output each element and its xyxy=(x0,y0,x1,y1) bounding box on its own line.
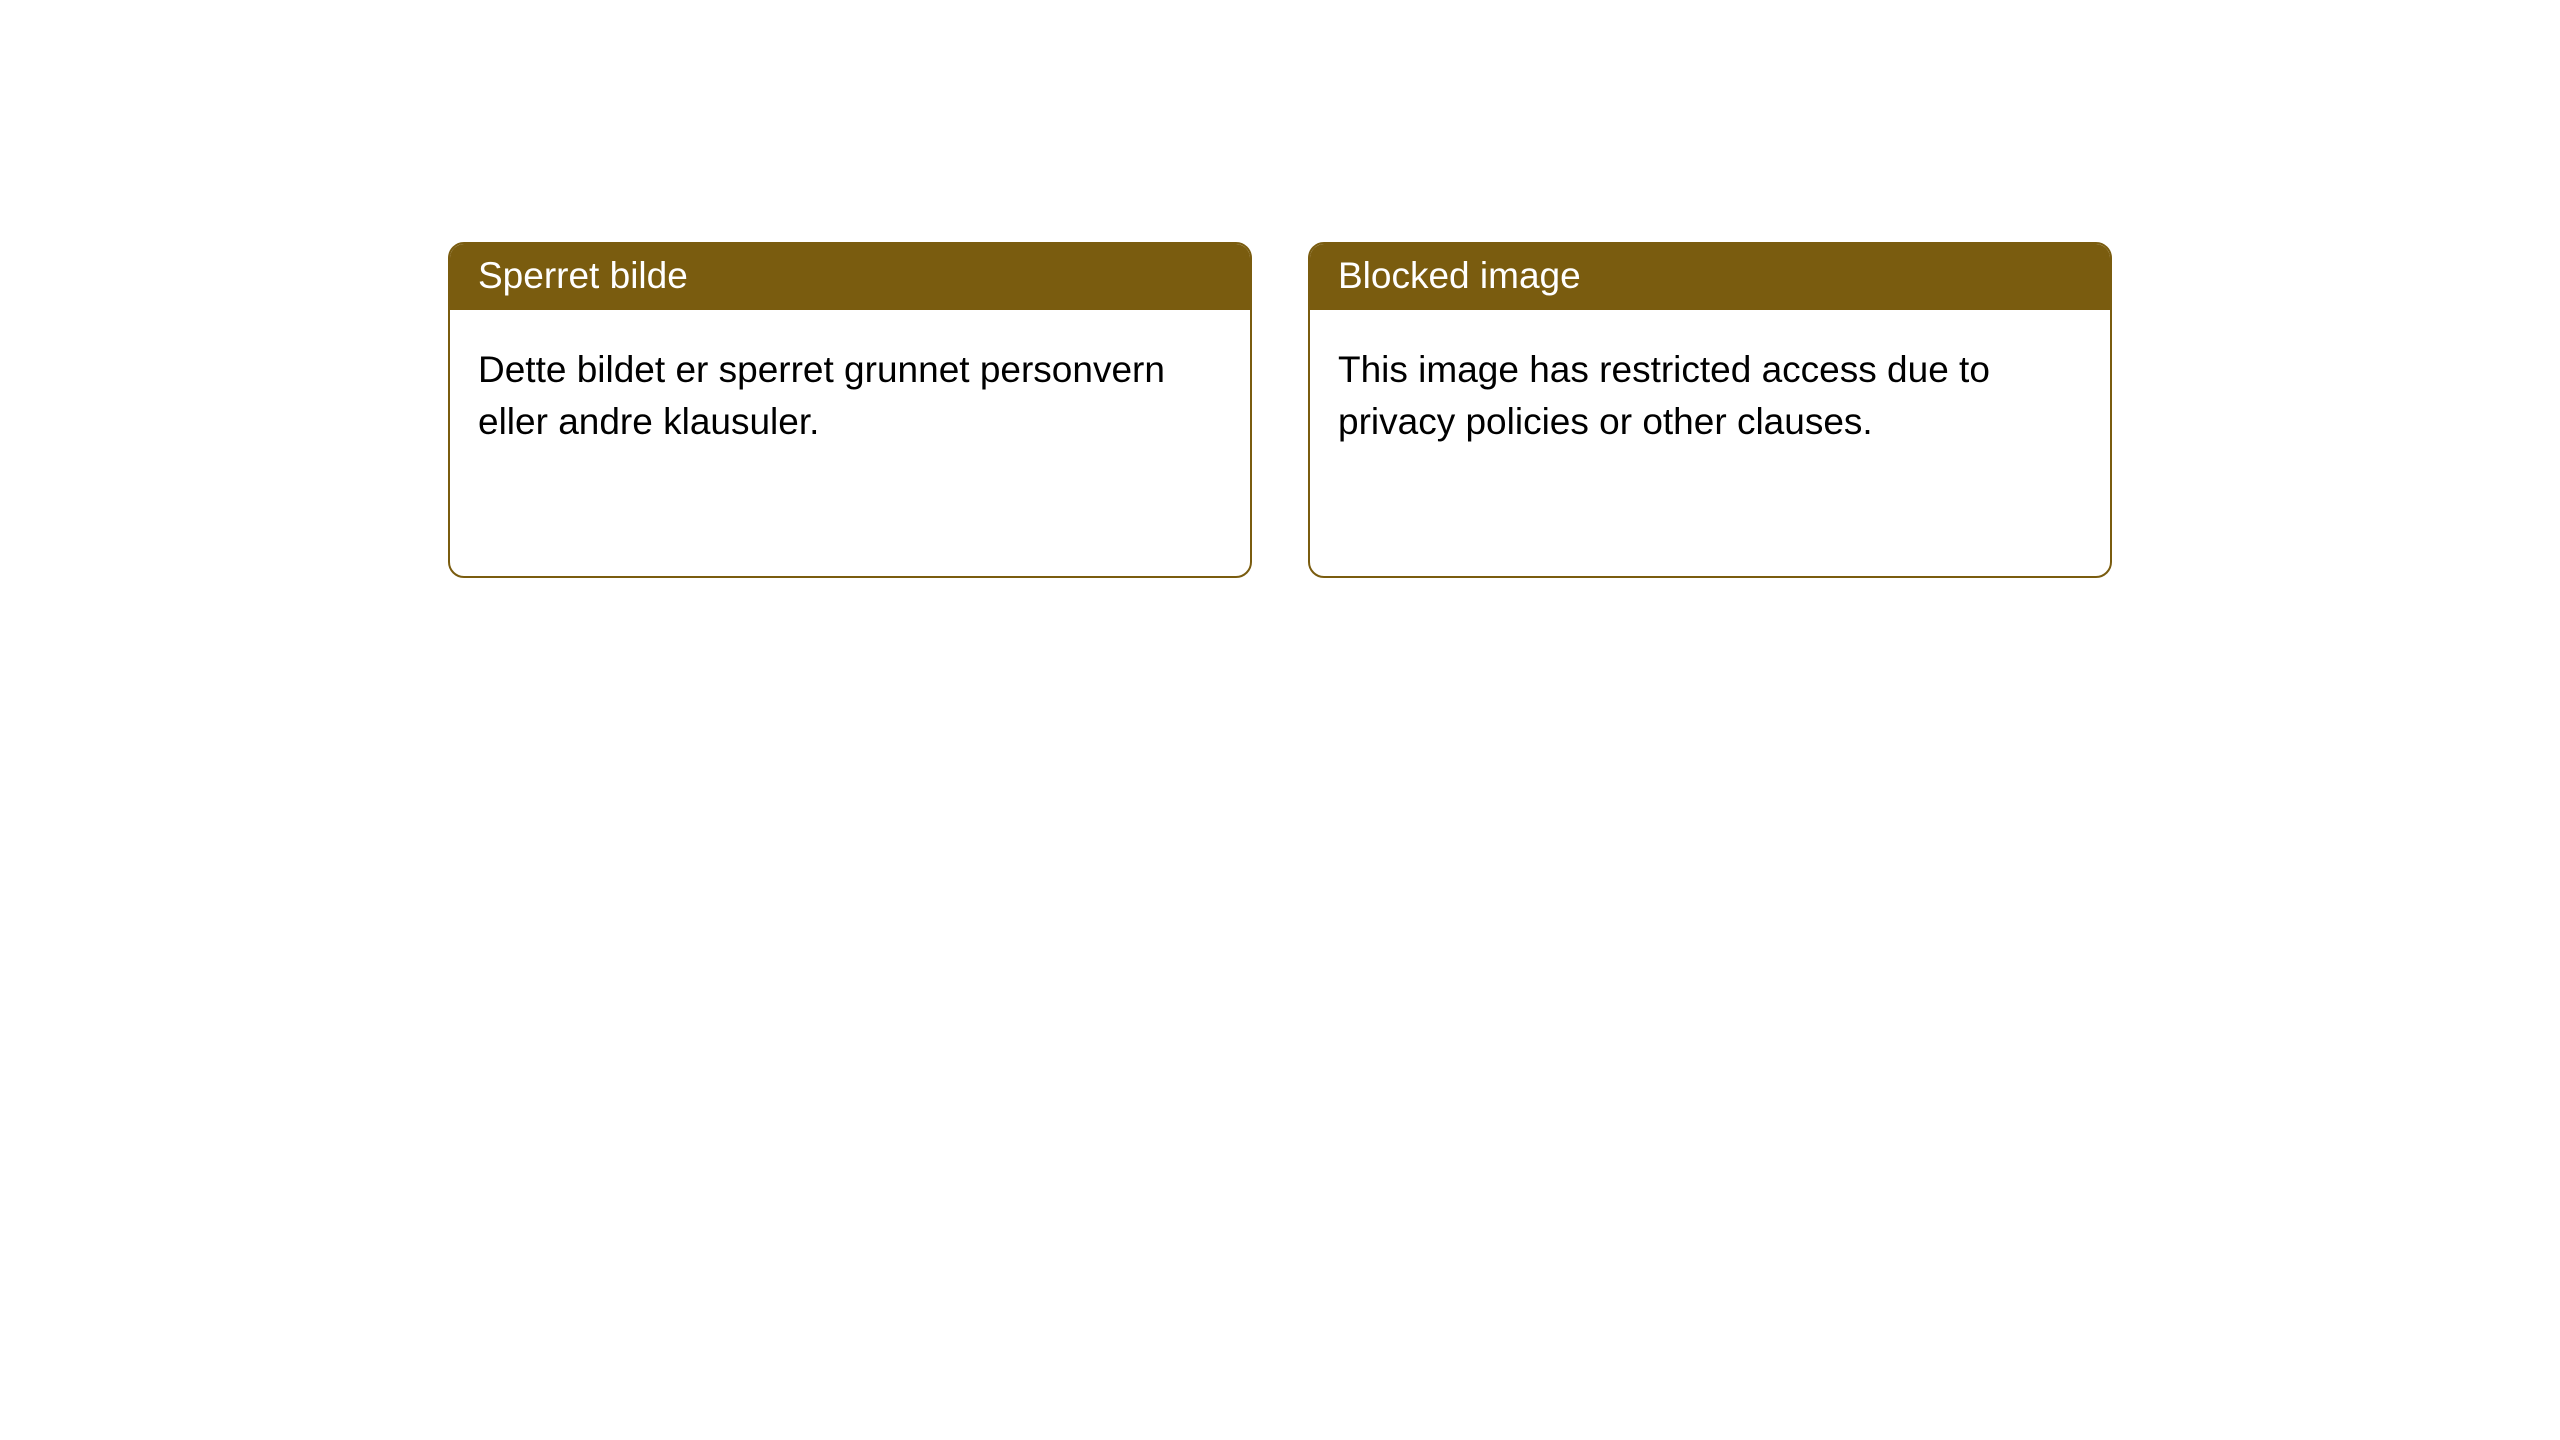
card-body: This image has restricted access due to … xyxy=(1310,310,2110,482)
notice-cards-container: Sperret bilde Dette bildet er sperret gr… xyxy=(0,0,2560,578)
card-title: Blocked image xyxy=(1338,255,1581,296)
card-body-text: This image has restricted access due to … xyxy=(1338,349,1990,442)
card-title: Sperret bilde xyxy=(478,255,688,296)
card-body-text: Dette bildet er sperret grunnet personve… xyxy=(478,349,1165,442)
notice-card-english: Blocked image This image has restricted … xyxy=(1308,242,2112,578)
card-body: Dette bildet er sperret grunnet personve… xyxy=(450,310,1250,482)
notice-card-norwegian: Sperret bilde Dette bildet er sperret gr… xyxy=(448,242,1252,578)
card-header: Blocked image xyxy=(1310,244,2110,310)
card-header: Sperret bilde xyxy=(450,244,1250,310)
